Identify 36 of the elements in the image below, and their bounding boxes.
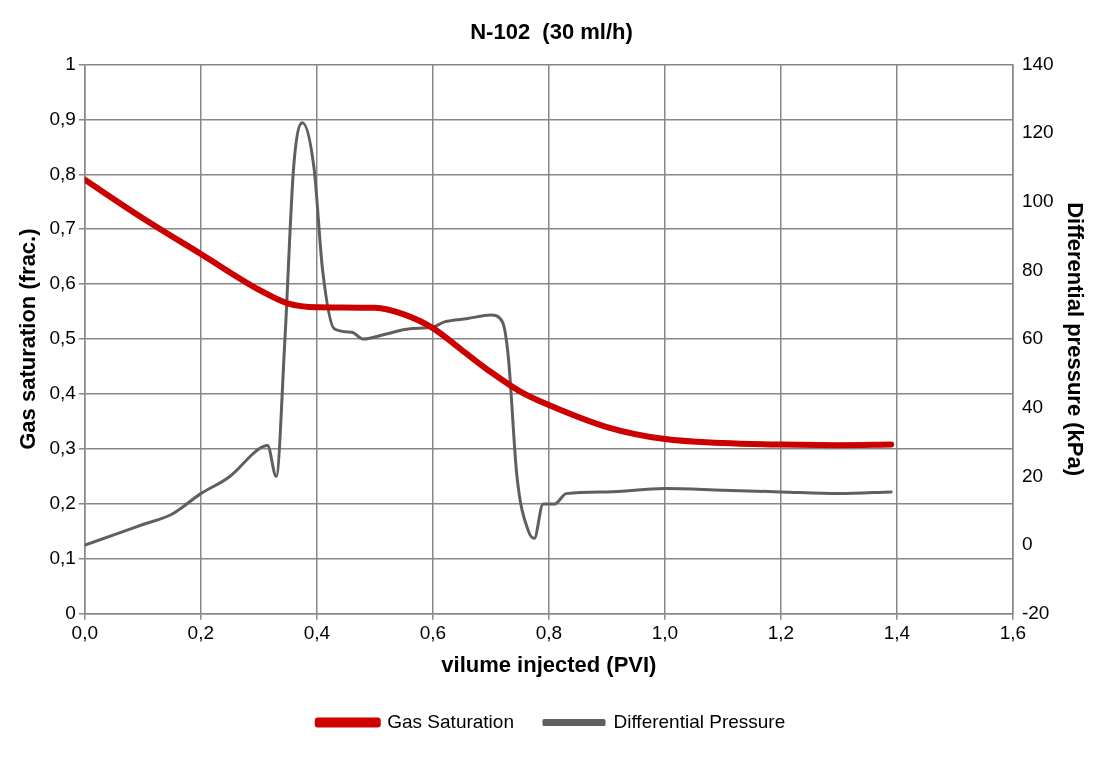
y2-tick-label: 40 [1021,396,1044,418]
y-tick-label: 0,7 [49,217,76,239]
y-tick-label: 0,3 [49,437,76,459]
y2-tick-label: 60 [1021,327,1044,349]
y-tick-label: 1 [65,52,76,74]
y-tick-label: 0,1 [49,547,76,569]
y-tick-label: 0,4 [49,382,77,404]
y2-tick-label: 120 [1021,121,1054,143]
y-tick-label: 0,8 [49,162,76,184]
y-tick-label: 0,6 [49,272,76,294]
x-tick-label: 1,4 [883,622,911,644]
x-tick-label: 0,6 [419,622,447,644]
y-tick-label: 0 [65,602,76,624]
legend-label: Differential Pressure [613,710,786,732]
y2-tick-label: 20 [1021,464,1044,486]
x-tick-label: 1,2 [767,622,795,644]
line-series [84,121,893,547]
legend-label: Gas Saturation [387,710,514,732]
y2-tick-label: -20 [1021,602,1050,624]
x-axis-title: vilume injected (PVI) [441,651,657,677]
y-tick-label: 0,2 [49,492,76,514]
chart-title: N-102 (30 ml/h) [470,19,633,45]
y2-tick-label: 80 [1021,258,1044,280]
y2-tick-label: 140 [1021,52,1054,74]
x-tick-label: 1,6 [999,622,1027,644]
y2-tick-label: 0 [1021,533,1033,555]
y-tick-label: 0,9 [49,107,76,129]
y2-axis-title: Differential pressure (kPa) [1062,202,1088,477]
x-tick-label: 1,0 [651,622,679,644]
y-tick-label: 0,5 [49,327,76,349]
x-tick-label: 0,2 [187,622,215,644]
x-tick-label: 0,4 [303,622,331,644]
x-tick-label: 0,8 [535,622,563,644]
y-axis-title: Gas saturation (frac.) [15,228,41,450]
y2-tick-label: 100 [1021,189,1054,211]
x-tick-label: 0,0 [71,622,99,644]
